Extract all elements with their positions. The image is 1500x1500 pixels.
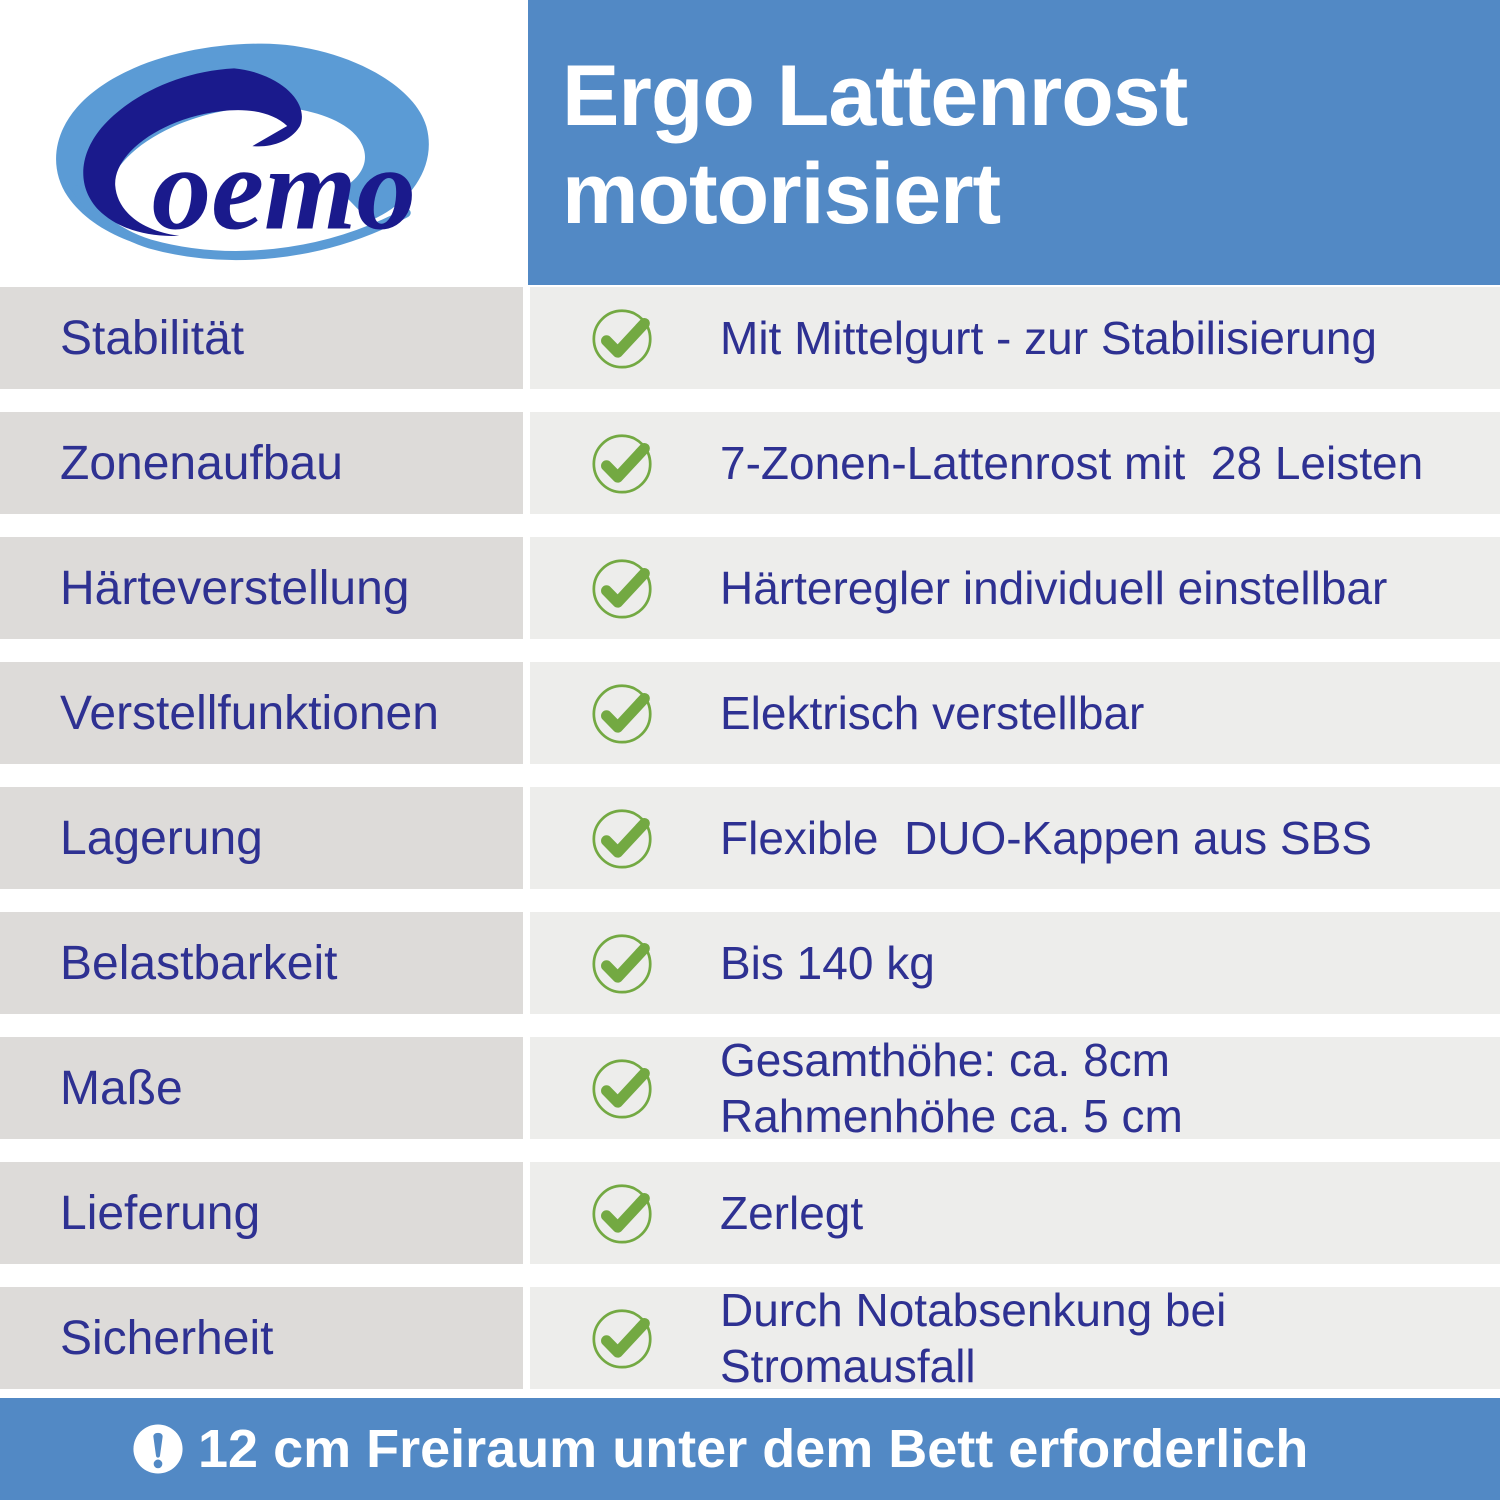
svg-text:oemo: oemo (152, 122, 416, 254)
